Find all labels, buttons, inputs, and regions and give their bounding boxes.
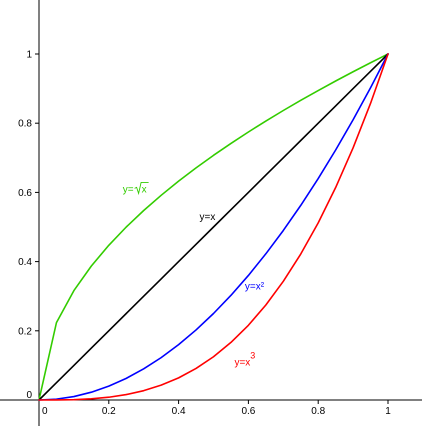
radical-sign [134, 181, 149, 196]
series-line-1 [38, 53, 389, 401]
x-tick-label: 0.8 [311, 406, 325, 417]
series-label-prefix: y=x [234, 357, 250, 368]
x-tick-label: 0.2 [102, 406, 116, 417]
y-tick-label: 0.4 [18, 257, 32, 268]
x-tick-label: 1 [385, 406, 391, 417]
y-tick-label: 0.8 [18, 119, 32, 130]
series-line-3 [38, 53, 389, 401]
y-tick-label: 1 [26, 50, 32, 61]
x-tick-label: 0 [42, 406, 48, 417]
ticks: 0 0.2 0.4 0.6 0.8 1 0 0.2 0.4 0.6 0.8 1 [18, 50, 391, 418]
series-label-prefix: y= [123, 184, 134, 195]
series-label-1: y=x [200, 212, 216, 223]
y-tick-label: 0.6 [18, 188, 32, 199]
series-lines [38, 53, 389, 401]
y-tick-label: 0 [26, 390, 32, 401]
series-label-exponent: 3 [250, 350, 255, 360]
series-label-sqrt: y= x [123, 184, 147, 195]
y-tick-label: 0.2 [18, 326, 32, 337]
series-line-2 [38, 53, 389, 401]
x-tick-label: 0.6 [241, 406, 255, 417]
series-label-radicand: x [142, 184, 147, 195]
series-label-cube: y=x3 [234, 350, 255, 368]
series-label-2: y=x² [245, 281, 265, 292]
x-tick-label: 0.4 [172, 406, 186, 417]
series-labels: y= xy=xy=x²y=x3 [123, 181, 265, 368]
series-line-0 [38, 53, 389, 401]
